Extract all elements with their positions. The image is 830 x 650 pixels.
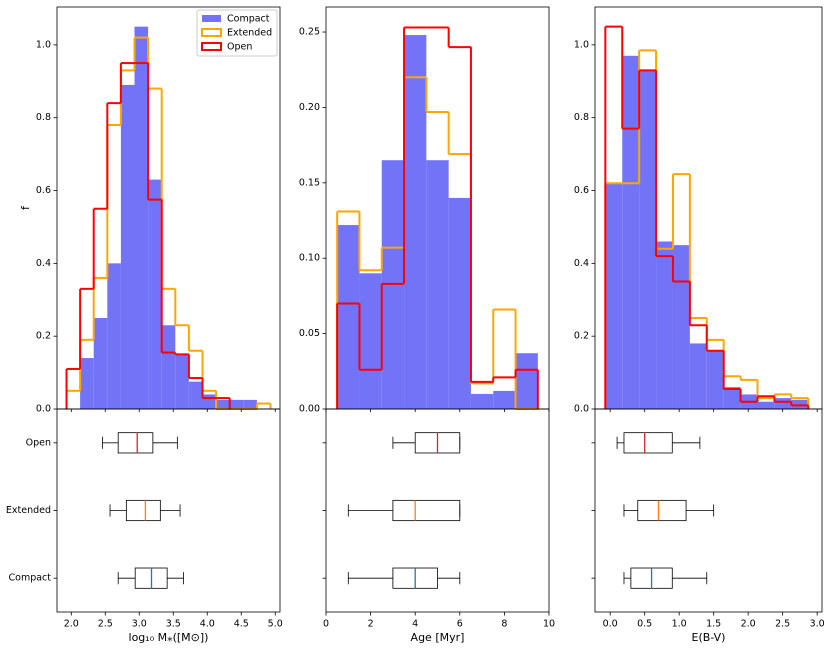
hist-bar — [134, 26, 149, 409]
hist-bar — [404, 35, 427, 410]
hist-bar — [448, 197, 471, 409]
hist-bar — [706, 350, 724, 409]
hist-bar — [175, 354, 189, 409]
x-tick-label: 2.0 — [741, 619, 756, 630]
y-tick-label: 1.0 — [574, 39, 589, 50]
legend-swatch — [201, 28, 222, 37]
hist-bar — [80, 358, 94, 409]
hist-bar — [774, 398, 792, 409]
hist-bar — [202, 394, 217, 409]
box-category-label: Compact — [9, 573, 52, 584]
y-tick-label: 0.8 — [574, 112, 589, 123]
hist-bar — [639, 70, 657, 409]
box — [392, 499, 461, 522]
x-tick-label: 2.5 — [98, 619, 113, 630]
y-tick-label: 0.20 — [299, 102, 320, 113]
box — [125, 499, 161, 522]
y-tick-label: 0.00 — [299, 404, 320, 415]
box — [117, 432, 154, 454]
x-tick-label: 0.5 — [637, 619, 652, 630]
y-tick-label: 0.0 — [36, 404, 51, 415]
x-axis-label: E(B-V) — [692, 631, 726, 644]
y-tick-label: 0.25 — [299, 27, 320, 38]
x-tick-label: 3.5 — [166, 619, 181, 630]
hist-bar — [188, 381, 203, 409]
x-tick-label: 10 — [543, 619, 555, 630]
legend-label: Extended — [227, 28, 272, 39]
x-tick-label: 4.5 — [234, 619, 249, 630]
hist-bar — [337, 225, 360, 409]
hist-bar — [723, 387, 741, 409]
y-tick-label: 0.05 — [299, 328, 320, 339]
y-tick-label: 0.2 — [36, 331, 51, 342]
hist-bar — [672, 245, 690, 409]
x-tick-label: 1.0 — [672, 619, 687, 630]
y-tick-label: 0.15 — [299, 177, 320, 188]
box — [623, 432, 673, 454]
x-axis-label: log₁₀ M⁎([M⊙]) — [129, 631, 209, 644]
box — [637, 499, 687, 522]
y-tick-label: 1.0 — [36, 39, 51, 50]
legend-swatch — [202, 15, 221, 22]
x-tick-label: 4 — [412, 619, 418, 630]
y-tick-label: 0.8 — [36, 112, 51, 123]
box-category-label: Open — [26, 437, 51, 448]
hist-bar — [656, 241, 673, 409]
hist-bar — [515, 353, 538, 409]
hist-bar — [359, 273, 382, 409]
x-tick-label: 8 — [501, 619, 507, 630]
legend-swatch — [201, 42, 222, 51]
hist-bar — [93, 317, 108, 409]
hist-bar — [689, 343, 707, 409]
y-axis-label: f — [19, 205, 32, 210]
hist-bar — [757, 401, 775, 409]
x-tick-label: 3.0 — [810, 619, 825, 630]
x-tick-label: 2.0 — [64, 619, 79, 630]
x-tick-label: 4.0 — [200, 619, 215, 630]
x-tick-label: 0.0 — [603, 619, 618, 630]
hist-bar — [229, 399, 244, 409]
hist-bar — [622, 55, 640, 409]
hist-bar — [493, 390, 516, 409]
x-tick-label: 2 — [368, 619, 374, 630]
x-tick-label: 2.5 — [775, 619, 790, 630]
hist-bar — [470, 393, 494, 409]
hist-bar — [148, 179, 162, 409]
hist-bar — [605, 183, 623, 409]
y-tick-label: 0.2 — [574, 331, 589, 342]
y-tick-label: 0.4 — [574, 258, 589, 269]
hist-bar — [426, 160, 449, 409]
box-category-label: Extended — [6, 505, 51, 516]
legend-label: Compact — [227, 14, 270, 25]
hist-bar — [107, 263, 121, 409]
hist-bar — [243, 399, 257, 409]
hist-bar — [161, 325, 176, 409]
x-tick-label: 5.0 — [268, 619, 283, 630]
hist-bar — [120, 84, 135, 409]
legend-label: Open — [227, 42, 252, 53]
x-tick-label: 0 — [323, 619, 329, 630]
x-tick-label: 6 — [457, 619, 463, 630]
y-tick-label: 0.10 — [299, 253, 320, 264]
y-tick-label: 0.6 — [574, 185, 589, 196]
x-axis-label: Age [Myr] — [411, 631, 465, 644]
y-tick-label: 0.6 — [36, 185, 51, 196]
hist-bar — [216, 399, 230, 409]
y-tick-label: 0.4 — [36, 258, 51, 269]
x-tick-label: 1.5 — [706, 619, 721, 630]
y-tick-label: 0.0 — [574, 404, 589, 415]
x-tick-label: 3.0 — [132, 619, 147, 630]
